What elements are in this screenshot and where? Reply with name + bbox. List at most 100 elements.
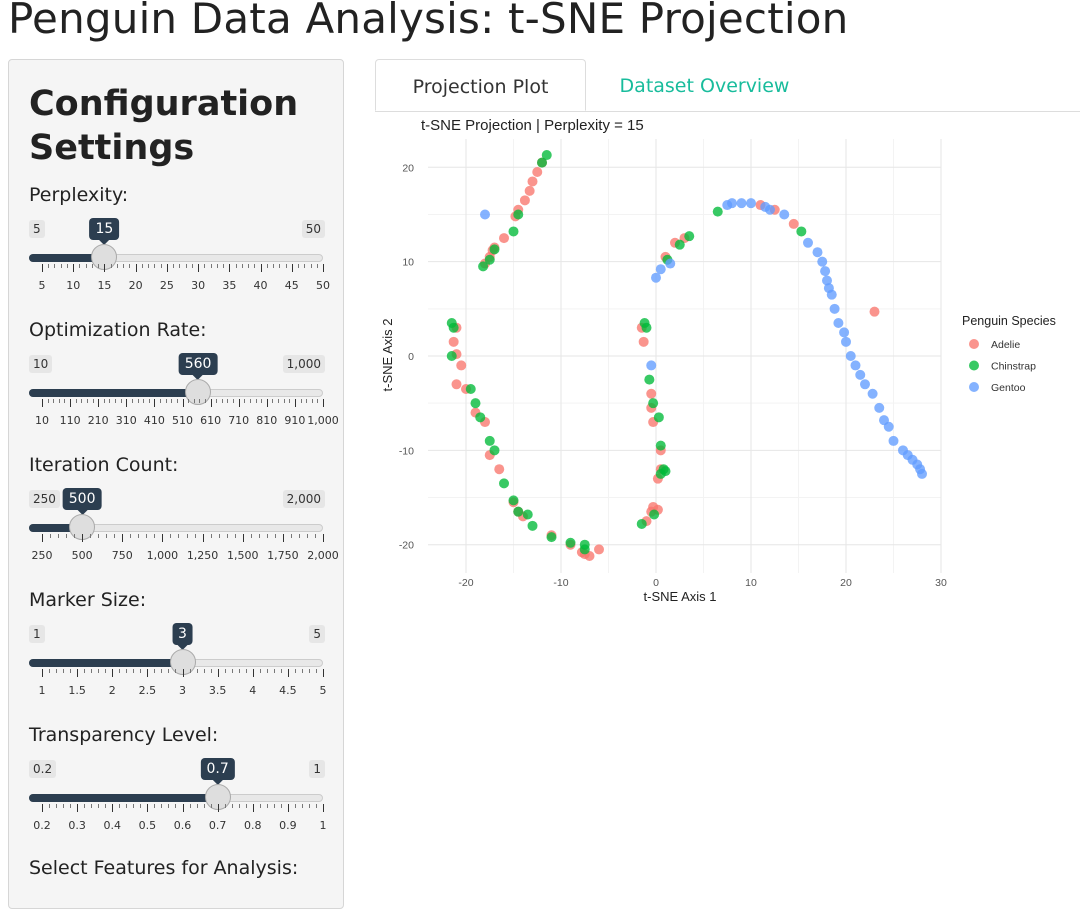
data-point-chinstrap [684, 231, 695, 242]
y-tick-label: 10 [402, 257, 414, 269]
slider-tick-label: 0.6 [173, 819, 192, 832]
slider-minor-tick [49, 669, 51, 673]
slider-minor-tick [238, 669, 240, 673]
slider-tick [217, 669, 219, 677]
slider-minor-tick [165, 399, 167, 403]
slider-tick-label: 0.3 [68, 819, 86, 832]
slider-tick-label: 3 [179, 684, 186, 697]
grid-lines [428, 139, 942, 573]
slider-minor-tick [176, 399, 178, 403]
slider-minor-tick [273, 804, 275, 808]
slider-minor-tick [226, 534, 228, 538]
slider-minor-tick [141, 264, 143, 268]
data-point-chinstrap [636, 518, 647, 529]
data-point-gentoo [826, 289, 837, 300]
slider-minor-tick [133, 804, 135, 808]
slider-minor-tick [294, 804, 296, 808]
slider-tick [323, 804, 324, 812]
data-point-chinstrap [470, 398, 481, 409]
data-point-gentoo [874, 402, 885, 413]
slider-value-badge: 3 [172, 623, 193, 650]
slider-minor-tick [140, 804, 142, 808]
slider-tick-label: 35 [222, 279, 237, 292]
slider-minor-tick [196, 669, 198, 673]
slider-tick [154, 399, 156, 407]
slider-tick-label: 3.5 [208, 684, 227, 697]
slider-minor-tick [306, 399, 308, 403]
slider-minor-tick [199, 399, 201, 403]
slider-minor-tick [129, 264, 131, 268]
tab-dataset-overview[interactable]: Dataset Overview [619, 75, 790, 97]
slider-tick [147, 669, 149, 677]
data-point-gentoo [480, 209, 490, 220]
slider-tick-label: 1,750 [267, 549, 299, 562]
slider-minor-tick [245, 804, 247, 808]
marker-size-slider[interactable]: Marker Size: 1 5 3 1 1.5 2 2.5 3 3.5 4 4.5 5 [29, 589, 327, 719]
slider-tick-label: 1,250 [186, 549, 219, 562]
slider-tick [252, 669, 254, 677]
data-point-chinstrap [489, 445, 500, 456]
x-tick-label: 20 [840, 577, 852, 589]
slider-tick-label: 15 [97, 279, 112, 292]
slider-minor-tick [266, 264, 268, 268]
slider-minor-tick [91, 264, 93, 268]
slider-tick-label: 610 [200, 414, 222, 427]
slider-minor-tick [259, 669, 261, 673]
slider-minor-tick [98, 669, 100, 673]
page-title: Penguin Data Analysis: t-SNE Projection [8, 0, 849, 43]
slider-tick [77, 669, 79, 677]
slider-minor-tick [278, 399, 280, 403]
slider-tick [260, 264, 262, 272]
tab-projection-plot[interactable]: Projection Plot [375, 59, 586, 111]
slider-minor-tick [126, 804, 128, 808]
slider-minor-tick [98, 264, 100, 268]
slider-tick [202, 534, 204, 542]
x-tick-label: 30 [935, 577, 947, 589]
slider-minor-tick [66, 264, 68, 268]
slider-minor-tick [126, 669, 128, 673]
slider-handle[interactable] [185, 379, 212, 405]
slider-minor-tick [280, 804, 282, 808]
slider-minor-tick [50, 534, 52, 538]
data-point-gentoo [655, 264, 666, 275]
slider-minor-tick [300, 399, 302, 403]
slider-minor-tick [261, 399, 263, 403]
slider-minor-tick [244, 399, 246, 403]
slider-tick [238, 399, 240, 407]
slider-tick [104, 264, 106, 272]
slider-tick-label: 20 [128, 279, 143, 292]
slider-minor-tick [193, 399, 195, 403]
slider-minor-tick [175, 669, 177, 673]
slider-minor-tick [249, 399, 251, 403]
data-point-adelie [524, 185, 535, 196]
slider-tick-label: 410 [143, 414, 165, 427]
slider-minor-tick [216, 264, 218, 268]
slider-tick-label: 500 [71, 549, 93, 562]
transparency-level-slider[interactable]: Transparency Level: 0.2 1 0.7 0.2 0.3 0.4 0… [29, 724, 327, 854]
slider-minor-tick [170, 534, 172, 538]
slider-minor-tick [191, 264, 193, 268]
data-point-chinstrap [644, 374, 655, 385]
legend-title: Penguin Species [962, 314, 1056, 328]
slider-minor-tick [250, 534, 252, 538]
slider-minor-tick [91, 804, 93, 808]
slider-minor-tick [148, 264, 150, 268]
data-point-gentoo [820, 266, 831, 277]
slider-minor-tick [221, 399, 223, 403]
sidebar-heading: Configuration Settings [29, 84, 299, 168]
slider-minor-tick [109, 399, 111, 403]
slider-fill [29, 524, 83, 532]
perplexity-slider[interactable]: Perplexity: 5 50 15 5 10 15 20 25 30 35 40 45 50 [29, 184, 330, 314]
slider-minor-tick [310, 264, 312, 268]
slider-minor-tick [298, 264, 300, 268]
iteration-count-slider[interactable]: Iteration Count: 250 2,000 500 250 500 750… [29, 454, 339, 584]
data-point-chinstrap [546, 532, 557, 543]
slider-min-value: 10 [29, 355, 53, 373]
slider-value-badge: 500 [62, 488, 102, 515]
slider-minor-tick [154, 264, 156, 268]
data-point-adelie [869, 306, 880, 317]
data-point-gentoo [839, 327, 850, 338]
slider-tick-label: 0.7 [208, 819, 227, 832]
data-point-chinstrap [513, 506, 524, 517]
